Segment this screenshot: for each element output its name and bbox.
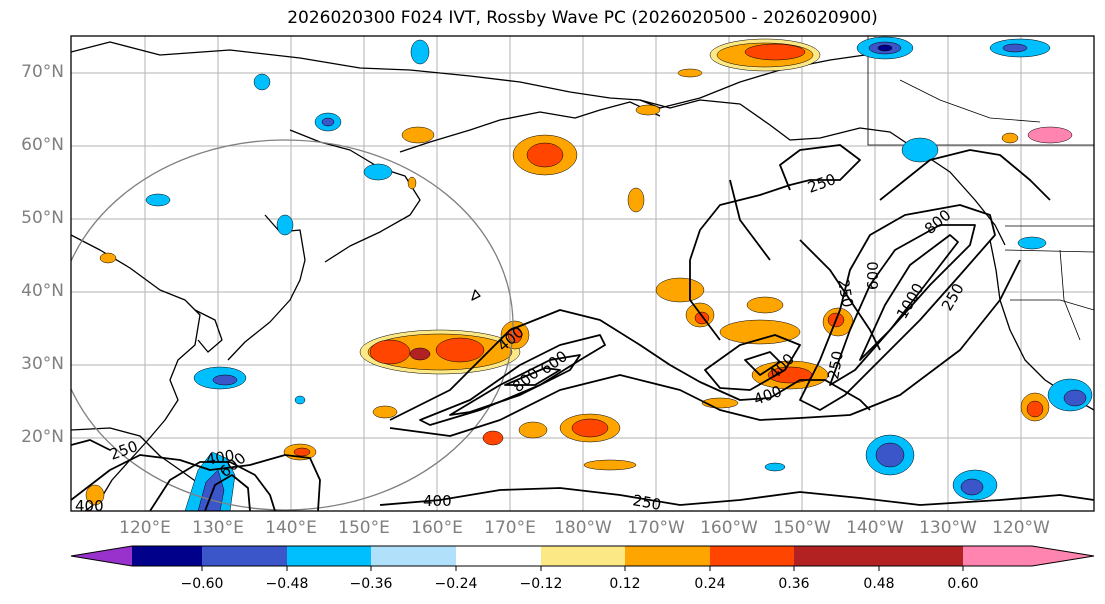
colorbar-tick-label: 0.48 <box>863 576 895 592</box>
lat-label-40n: 40°N <box>21 281 64 301</box>
lon-label: 160°W <box>700 518 758 538</box>
colorbar-swatch <box>132 546 202 566</box>
colorbar-swatch <box>625 546 710 566</box>
lat-label-50n: 50°N <box>21 208 64 228</box>
lat-label-30n: 30°N <box>21 354 64 374</box>
contour-label: 600 <box>864 261 882 290</box>
lat-label-20n: 20°N <box>21 427 64 447</box>
lon-label: 150°E <box>338 518 390 538</box>
colorbar-swatch <box>794 546 879 566</box>
lon-label: 180°W <box>554 518 612 538</box>
colorbar-tick-label: −0.48 <box>265 576 309 592</box>
colorbar-swatch <box>287 546 371 566</box>
lon-label: 150°W <box>773 518 831 538</box>
rossby-wave-outline <box>71 139 514 511</box>
map-border <box>70 35 1095 512</box>
colorbar-swatch <box>371 546 456 566</box>
borders <box>867 36 1094 341</box>
colorbar-swatch <box>710 546 794 566</box>
contour-label: 400 <box>423 492 452 510</box>
lon-label: 120°W <box>992 518 1050 538</box>
colorbar-swatch <box>202 546 287 566</box>
colorbar-tick-label: −0.24 <box>434 576 478 592</box>
colorbar <box>70 545 1095 571</box>
colorbar-swatch <box>879 546 963 566</box>
lon-label: 140°W <box>846 518 904 538</box>
lon-label: 130°E <box>192 518 244 538</box>
contour-label: 400 <box>205 446 236 469</box>
lon-label: 160°E <box>411 518 463 538</box>
lon-label: 120°E <box>119 518 171 538</box>
lon-label: 170°E <box>484 518 536 538</box>
lon-label: 170°W <box>627 518 685 538</box>
colorbar-extend-min <box>71 546 132 566</box>
lat-label-60n: 60°N <box>21 135 64 155</box>
lon-label: 130°W <box>919 518 977 538</box>
colorbar-swatch <box>456 546 541 566</box>
colorbar-tick-label: 0.36 <box>778 576 810 592</box>
map-title: 2026020300 F024 IVT, Rossby Wave PC (202… <box>287 8 878 28</box>
lon-label: 140°E <box>265 518 317 538</box>
contour-label: 250 <box>824 349 847 380</box>
colorbar-swatch <box>541 546 625 566</box>
lat-label-70n: 70°N <box>21 62 64 82</box>
colorbar-tick-label: −0.12 <box>519 576 563 592</box>
colorbar-extend-max <box>963 546 1094 566</box>
colorbar-tick-label: 0.60 <box>947 576 979 592</box>
ivt-contours <box>71 144 1094 511</box>
colorbar-tick-label: 0.24 <box>694 576 726 592</box>
contour-label: 250 <box>631 491 662 514</box>
contour-label: 250 <box>834 278 857 309</box>
colorbar-tick-label: −0.60 <box>180 576 224 592</box>
contour-label: 400 <box>75 497 104 515</box>
colorbar-tick-label: −0.36 <box>349 576 393 592</box>
colorbar-tick-label: 0.12 <box>609 576 641 592</box>
